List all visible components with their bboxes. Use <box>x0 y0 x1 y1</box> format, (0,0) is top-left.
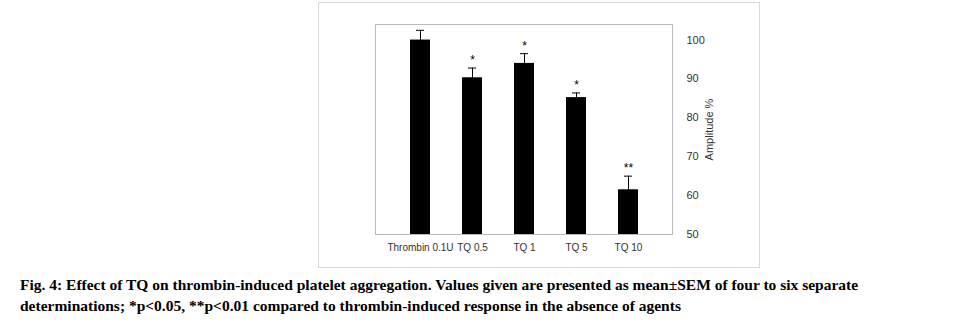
svg-text:*: * <box>574 78 579 92</box>
svg-text:70: 70 <box>687 150 699 162</box>
svg-text:*: * <box>470 53 475 67</box>
svg-text:80: 80 <box>687 111 699 123</box>
svg-text:**: ** <box>624 161 634 175</box>
svg-text:TQ 10: TQ 10 <box>615 242 643 253</box>
svg-text:50: 50 <box>687 228 699 240</box>
svg-text:Thrombin 0.1U: Thrombin 0.1U <box>387 242 453 253</box>
svg-text:TQ 1: TQ 1 <box>513 242 536 253</box>
svg-text:90: 90 <box>687 72 699 84</box>
svg-text:TQ 5: TQ 5 <box>565 242 588 253</box>
svg-text:TQ 0.5: TQ 0.5 <box>457 242 488 253</box>
svg-text:Amplitude %: Amplitude % <box>703 98 715 160</box>
svg-text:60: 60 <box>687 189 699 201</box>
html-text:Fig. 4: Effect of TQ on thromb: Fig. 4: Effect of TQ on thrombin-induced… <box>20 276 859 314</box>
svg-text:100: 100 <box>687 34 705 46</box>
svg-text:*: * <box>522 39 527 53</box>
